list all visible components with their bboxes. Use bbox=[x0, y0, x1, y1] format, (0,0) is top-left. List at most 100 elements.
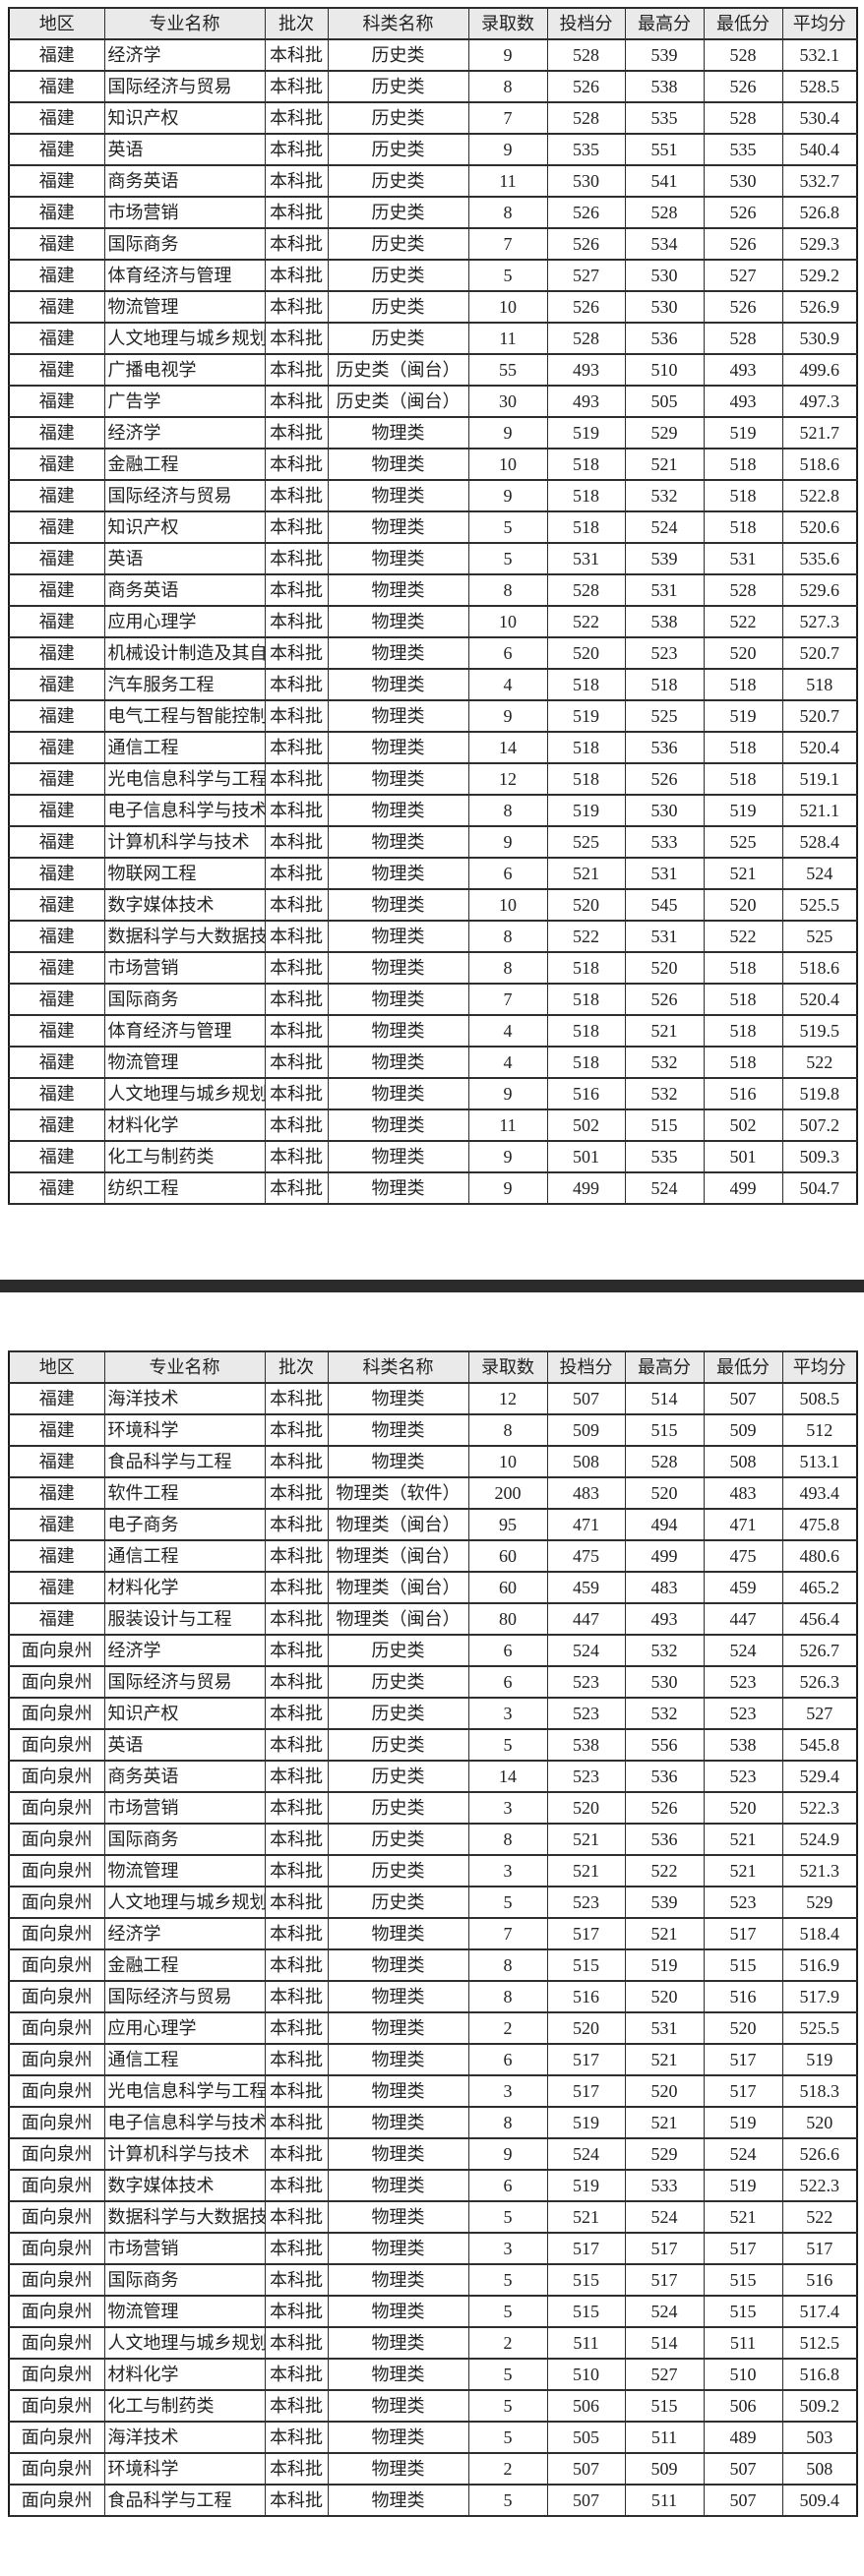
subject-category-cell: 物理类 bbox=[327, 699, 469, 733]
subject-category-cell: 历史类（闽台） bbox=[327, 385, 469, 418]
max-score-cell: 526 bbox=[624, 762, 705, 796]
table-row: 福建 知识产权 本科批 历史类 7 528 535 528 530.4 bbox=[8, 101, 858, 135]
min-score-cell: 519 bbox=[703, 2169, 783, 2202]
table-row: 福建 广告学 本科批 历史类（闽台） 30 493 505 493 497.3 bbox=[8, 385, 858, 418]
max-score-cell: 520 bbox=[624, 951, 705, 985]
max-score-cell: 531 bbox=[624, 2011, 705, 2045]
major-name-cell: 物联网工程 bbox=[103, 857, 266, 890]
table-row: 福建 应用心理学 本科批 物理类 10 522 538 522 527.3 bbox=[8, 605, 858, 638]
avg-score-cell: 524.9 bbox=[781, 1823, 858, 1856]
column-header-batch: 批次 bbox=[264, 1350, 329, 1384]
table-row: 面向泉州 人文地理与城乡规划 本科批 物理类 2 511 514 511 512.5 bbox=[8, 2326, 858, 2360]
batch-cell: 本科批 bbox=[264, 2295, 329, 2328]
region-cell: 福建 bbox=[8, 1508, 105, 1541]
max-score-cell: 518 bbox=[624, 668, 705, 701]
filing-score-cell: 518 bbox=[546, 668, 626, 701]
min-score-cell: 515 bbox=[703, 1948, 783, 1982]
major-name-cell: 数字媒体技术 bbox=[103, 888, 266, 922]
min-score-cell: 522 bbox=[703, 920, 783, 953]
min-score-cell: 526 bbox=[703, 290, 783, 324]
subject-category-cell: 物理类 bbox=[327, 1445, 469, 1478]
max-score-cell: 523 bbox=[624, 636, 705, 670]
batch-cell: 本科批 bbox=[264, 2484, 329, 2517]
major-name-cell: 材料化学 bbox=[103, 1571, 266, 1604]
min-score-cell: 521 bbox=[703, 857, 783, 890]
filing-score-cell: 520 bbox=[546, 636, 626, 670]
table-row: 面向泉州 知识产权 本科批 历史类 3 523 532 523 527 bbox=[8, 1697, 858, 1730]
min-score-cell: 523 bbox=[703, 1760, 783, 1793]
filing-score-cell: 520 bbox=[546, 2011, 626, 2045]
filing-score-cell: 522 bbox=[546, 920, 626, 953]
avg-score-cell: 508.5 bbox=[781, 1382, 858, 1415]
region-cell: 面向泉州 bbox=[8, 1886, 105, 1919]
min-score-cell: 522 bbox=[703, 605, 783, 638]
avg-score-cell: 530.4 bbox=[781, 101, 858, 135]
table-row: 面向泉州 人文地理与城乡规划 本科批 历史类 5 523 539 523 529 bbox=[8, 1886, 858, 1919]
batch-cell: 本科批 bbox=[264, 573, 329, 607]
batch-cell: 本科批 bbox=[264, 888, 329, 922]
subject-category-cell: 物理类 bbox=[327, 2043, 469, 2076]
avg-score-cell: 518.6 bbox=[781, 951, 858, 985]
region-cell: 福建 bbox=[8, 133, 105, 166]
batch-cell: 本科批 bbox=[264, 1791, 329, 1825]
avg-score-cell: 512 bbox=[781, 1413, 858, 1447]
table-row: 面向泉州 金融工程 本科批 物理类 8 515 519 515 516.9 bbox=[8, 1948, 858, 1982]
major-name-cell: 通信工程 bbox=[103, 1539, 266, 1573]
batch-cell: 本科批 bbox=[264, 2232, 329, 2265]
major-name-cell: 数据科学与大数据技 bbox=[103, 2200, 266, 2234]
subject-category-cell: 物理类 bbox=[327, 2484, 469, 2517]
region-cell: 面向泉州 bbox=[8, 1823, 105, 1856]
filing-score-cell: 508 bbox=[546, 1445, 626, 1478]
filing-score-cell: 519 bbox=[546, 794, 626, 827]
batch-cell: 本科批 bbox=[264, 479, 329, 512]
max-score-cell: 521 bbox=[624, 448, 705, 481]
max-score-cell: 521 bbox=[624, 2043, 705, 2076]
region-cell: 面向泉州 bbox=[8, 2074, 105, 2108]
region-cell: 福建 bbox=[8, 825, 105, 859]
filing-score-cell: 518 bbox=[546, 479, 626, 512]
region-cell: 面向泉州 bbox=[8, 2106, 105, 2139]
table-row: 福建 电子信息科学与技术 本科批 物理类 8 519 530 519 521.1 bbox=[8, 794, 858, 827]
subject-category-cell: 物理类 bbox=[327, 2452, 469, 2486]
subject-category-cell: 历史类 bbox=[327, 1760, 469, 1793]
region-cell: 福建 bbox=[8, 573, 105, 607]
major-name-cell: 通信工程 bbox=[103, 731, 266, 764]
region-cell: 面向泉州 bbox=[8, 2011, 105, 2045]
major-name-cell: 电子信息科学与技术 bbox=[103, 2106, 266, 2139]
major-name-cell: 市场营销 bbox=[103, 951, 266, 985]
admission-count-cell: 3 bbox=[467, 2232, 548, 2265]
subject-category-cell: 历史类 bbox=[327, 1886, 469, 1919]
avg-score-cell: 480.6 bbox=[781, 1539, 858, 1573]
batch-cell: 本科批 bbox=[264, 1917, 329, 1950]
batch-cell: 本科批 bbox=[264, 794, 329, 827]
admission-count-cell: 6 bbox=[467, 1665, 548, 1699]
filing-score-cell: 535 bbox=[546, 133, 626, 166]
avg-score-cell: 518 bbox=[781, 668, 858, 701]
filing-score-cell: 515 bbox=[546, 2263, 626, 2297]
admission-count-cell: 10 bbox=[467, 888, 548, 922]
batch-cell: 本科批 bbox=[264, 510, 329, 544]
admission-count-cell: 9 bbox=[467, 825, 548, 859]
batch-cell: 本科批 bbox=[264, 1014, 329, 1048]
subject-category-cell: 物理类 bbox=[327, 573, 469, 607]
min-score-cell: 506 bbox=[703, 2389, 783, 2423]
filing-score-cell: 517 bbox=[546, 2232, 626, 2265]
table-row: 福建 服装设计与工程 本科批 物理类（闽台） 80 447 493 447 456.4 bbox=[8, 1602, 858, 1636]
batch-cell: 本科批 bbox=[264, 2106, 329, 2139]
min-score-cell: 459 bbox=[703, 1571, 783, 1604]
avg-score-cell: 525.5 bbox=[781, 2011, 858, 2045]
batch-cell: 本科批 bbox=[264, 1171, 329, 1205]
batch-cell: 本科批 bbox=[264, 1508, 329, 1541]
filing-score-cell: 528 bbox=[546, 38, 626, 72]
filing-score-cell: 524 bbox=[546, 2137, 626, 2171]
admission-count-cell: 55 bbox=[467, 353, 548, 387]
subject-category-cell: 物理类 bbox=[327, 2232, 469, 2265]
max-score-cell: 529 bbox=[624, 416, 705, 449]
min-score-cell: 521 bbox=[703, 2200, 783, 2234]
region-cell: 面向泉州 bbox=[8, 1728, 105, 1762]
batch-cell: 本科批 bbox=[264, 1445, 329, 1478]
region-cell: 福建 bbox=[8, 731, 105, 764]
section-separator-bar bbox=[0, 1280, 864, 1292]
avg-score-cell: 532.7 bbox=[781, 164, 858, 198]
